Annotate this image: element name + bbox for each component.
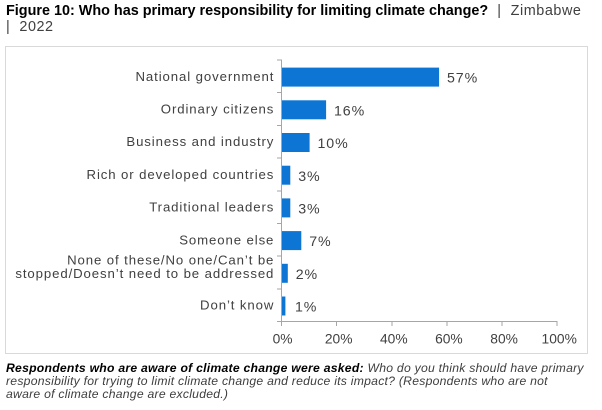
svg-text:Business and industry: Business and industry [126,134,274,149]
svg-text:40%: 40% [380,332,408,347]
svg-text:10%: 10% [318,136,349,152]
svg-text:Rich or developed countries: Rich or developed countries [87,167,275,182]
svg-text:3%: 3% [298,202,320,218]
svg-text:2%: 2% [296,267,318,283]
svg-text:57%: 57% [447,71,478,87]
svg-text:Someone else: Someone else [179,232,274,247]
svg-text:None of these/No one/Can’t be: None of these/No one/Can’t be [67,253,274,268]
svg-text:3%: 3% [298,169,320,185]
svg-text:20%: 20% [325,332,353,347]
svg-text:Ordinary citizens: Ordinary citizens [161,102,275,117]
svg-text:National government: National government [136,69,275,84]
svg-text:60%: 60% [435,332,463,347]
svg-text:16%: 16% [334,103,365,119]
svg-text:1%: 1% [295,300,317,316]
svg-text:stopped/Doesn’t need to be add: stopped/Doesn’t need to be addressed [15,266,274,281]
svg-text:7%: 7% [309,234,331,250]
svg-text:100%: 100% [542,332,577,347]
svg-text:Don’t know: Don’t know [200,298,274,313]
svg-text:Traditional leaders: Traditional leaders [149,200,274,215]
svg-text:0%: 0% [273,332,293,347]
svg-text:80%: 80% [490,332,518,347]
